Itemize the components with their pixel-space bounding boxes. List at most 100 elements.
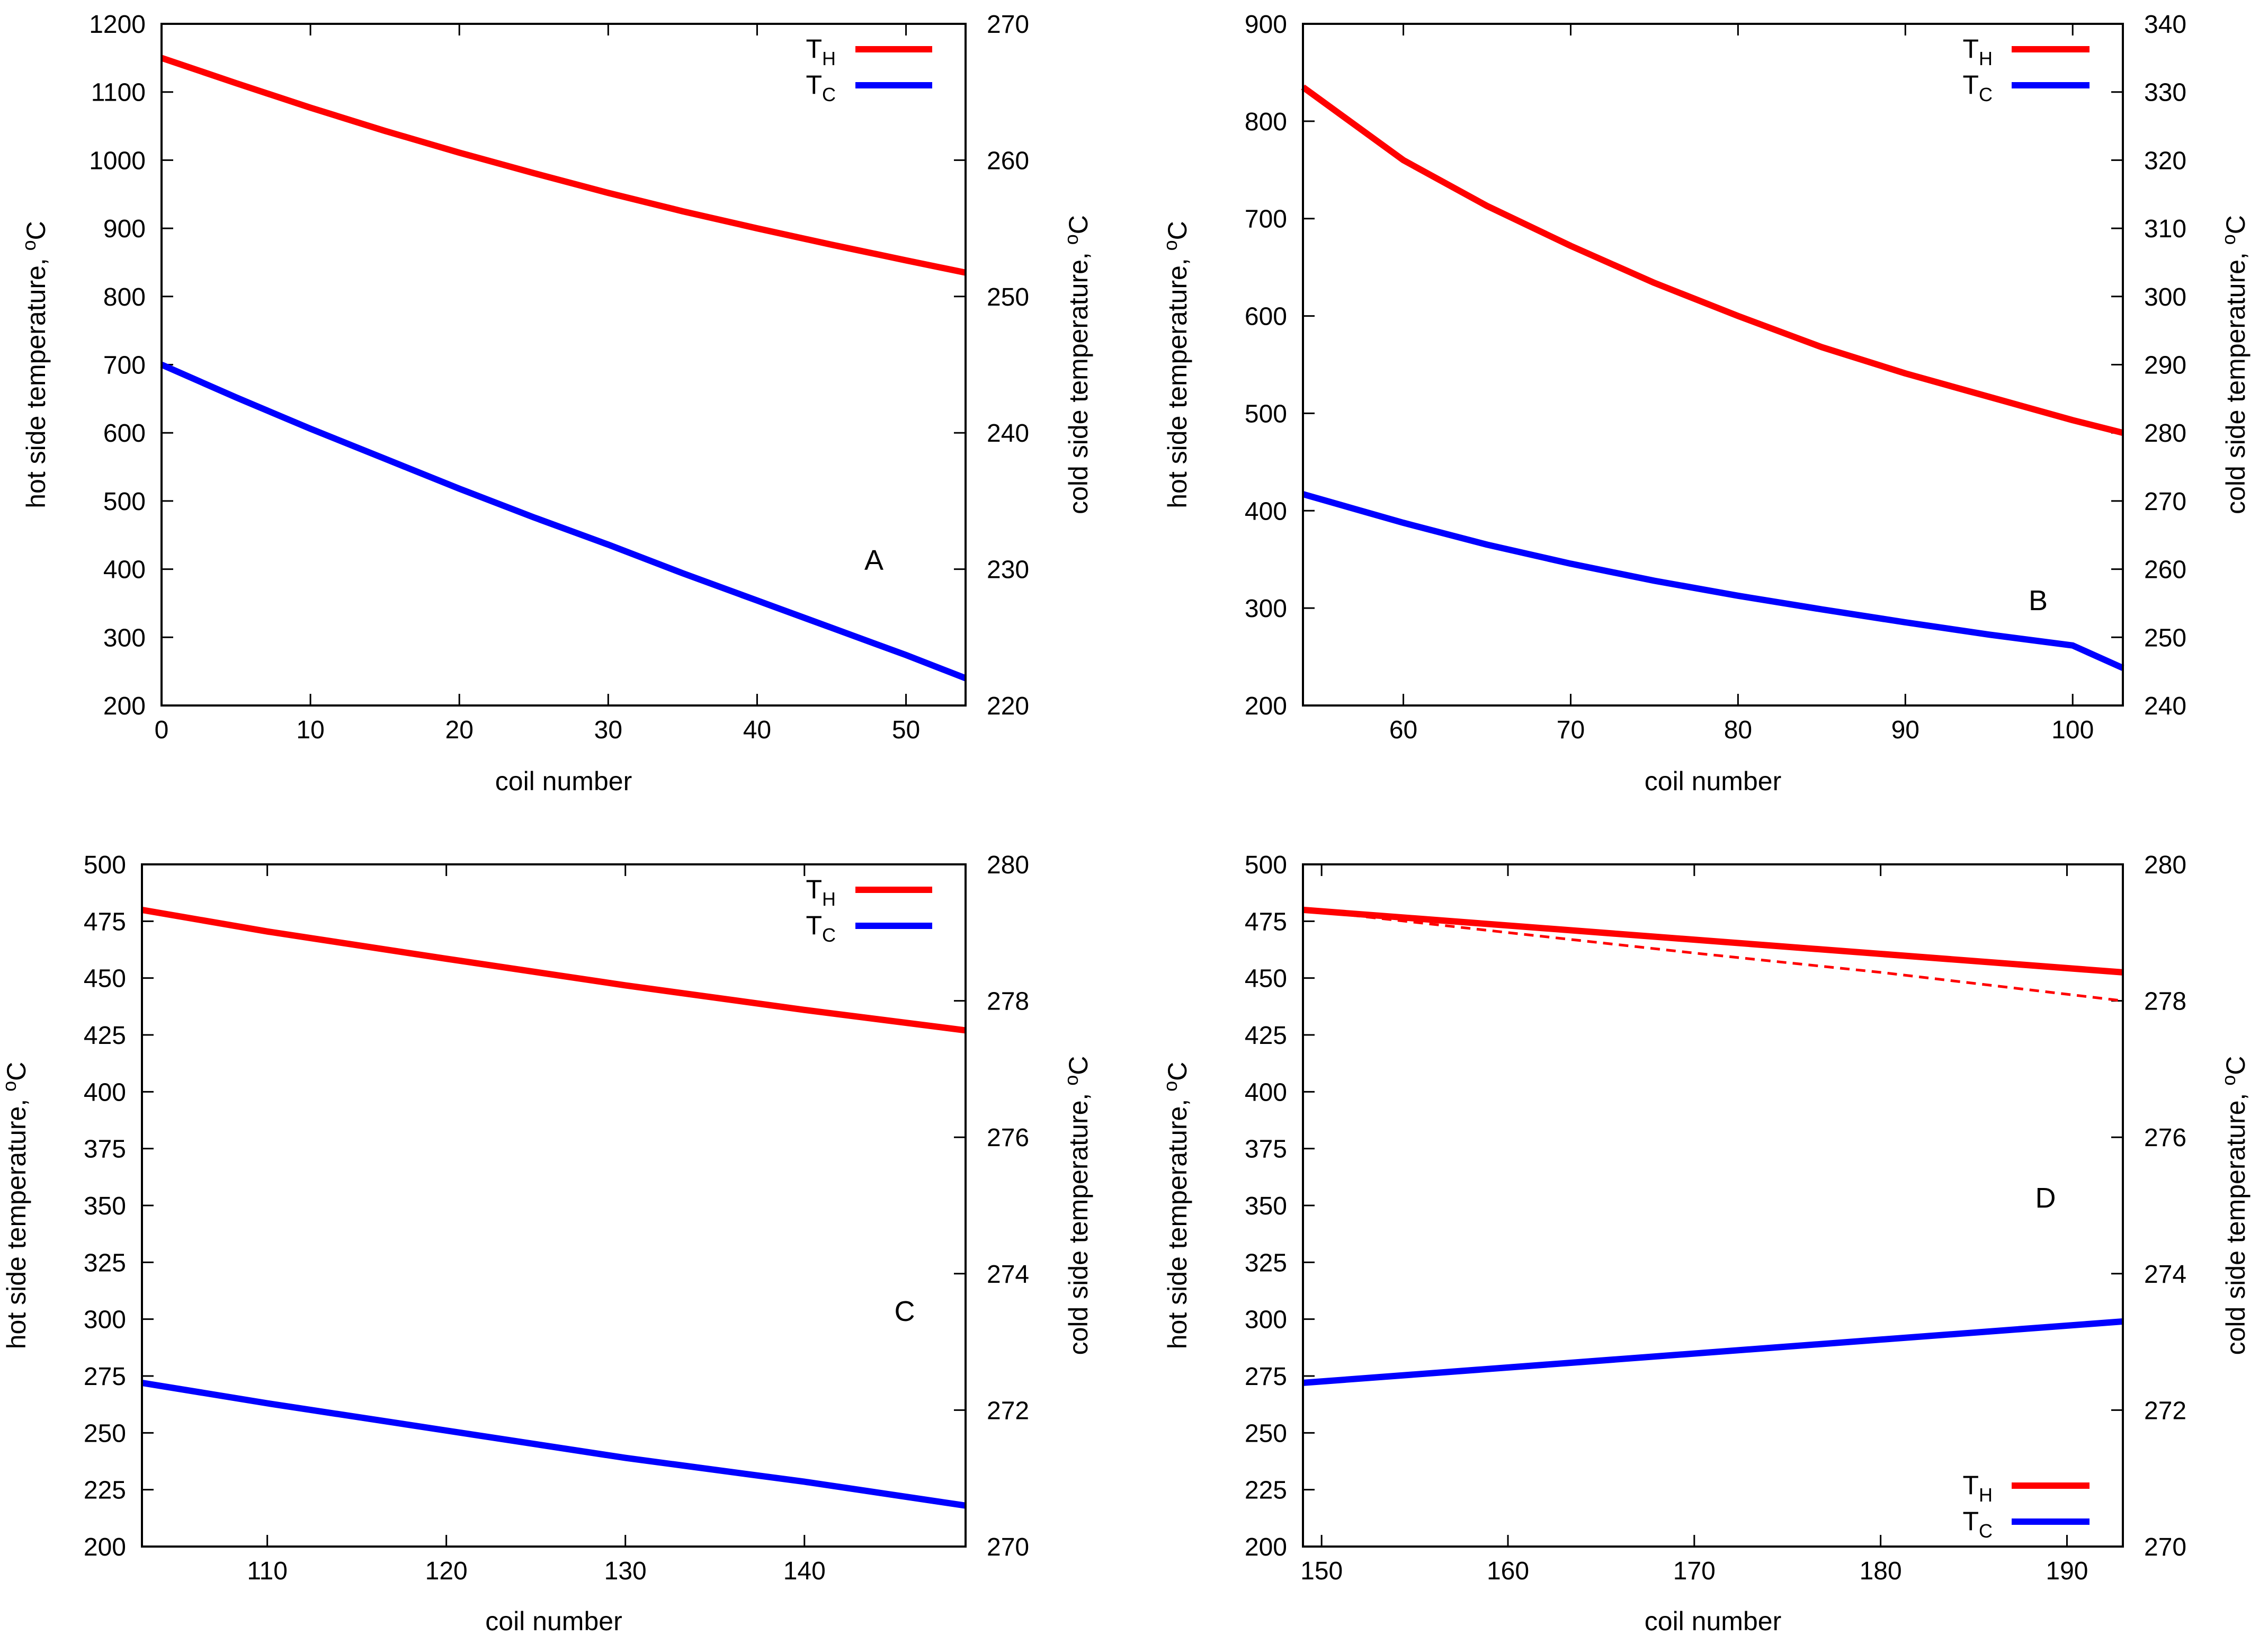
- y-tick-label: 400: [103, 556, 146, 584]
- y-tick-label: 200: [1245, 1533, 1287, 1561]
- y2-axis-title: cold side temperature, oC: [1060, 215, 1093, 514]
- y-axis-title-text: hot side temperature,: [21, 251, 51, 508]
- y2-tick-label: 280: [2144, 851, 2186, 879]
- y2-axis-title: cold side temperature, oC: [2218, 1056, 2251, 1355]
- y2-tick-label: 270: [2144, 488, 2186, 516]
- legend-label: TC: [806, 910, 836, 946]
- y2-axis-title: cold side temperature, oC: [2218, 215, 2251, 514]
- y-tick-label: 1000: [89, 147, 146, 175]
- y-tick-label: 350: [84, 1192, 126, 1220]
- y-axis-title-degree-sup: o: [0, 1081, 20, 1092]
- y-tick-label: 500: [103, 488, 146, 516]
- series-th-line: [141, 906, 966, 1034]
- y-tick-label: 700: [1245, 206, 1287, 234]
- y2-axis-title-unit: C: [2221, 215, 2251, 234]
- y2-axis-title-text: cold side temperature,: [2221, 245, 2251, 514]
- x-tick-label: 170: [1673, 1557, 1716, 1585]
- x-tick-label: 110: [247, 1557, 288, 1585]
- y2-tick-label: 260: [987, 147, 1029, 175]
- x-tick-label: 20: [445, 716, 474, 744]
- y-tick-label: 500: [84, 851, 126, 879]
- y-axis-title-unit: C: [2, 1062, 31, 1081]
- y-tick-label: 275: [84, 1363, 126, 1391]
- series-tc-line: [160, 362, 967, 682]
- x-tick-label: 70: [1557, 716, 1585, 744]
- y2-axis-title-text: cold side temperature,: [2221, 1086, 2251, 1355]
- plot-frame: [1302, 23, 2124, 707]
- legend-label-sub: C: [822, 924, 836, 946]
- y2-tick-label: 280: [987, 851, 1029, 879]
- y-tick-label: 400: [84, 1078, 126, 1106]
- y2-tick-label: 250: [2144, 624, 2186, 652]
- panel-b: 60 70 80 90 100 200 300 400 500 600 700 800 900 240 25…: [1159, 11, 2251, 796]
- panel-d: 150 160 170 180 190 200 225 250 275 300 325 350 375 4…: [1159, 851, 2251, 1635]
- plot-frame: [160, 23, 967, 707]
- y-tick-label: 1200: [89, 11, 146, 39]
- y-tick-label: 250: [84, 1419, 126, 1448]
- y-tick-label: 400: [1245, 1078, 1287, 1106]
- panel-letter: D: [2035, 1182, 2056, 1214]
- y2-axis-title-unit: C: [2221, 1056, 2251, 1075]
- y-axis-title-text: hot side temperature,: [1163, 251, 1192, 508]
- y-tick-label: 475: [84, 908, 126, 936]
- series-tc-line: [1302, 1318, 2123, 1386]
- y-tick-label: 200: [84, 1533, 126, 1561]
- legend-label-main: T: [806, 70, 822, 100]
- legend-label: TC: [1962, 70, 1993, 105]
- y2-tick-label: 240: [2144, 692, 2186, 720]
- y2-tick-label: 240: [987, 419, 1029, 448]
- y2-tick-label: 220: [987, 692, 1029, 720]
- y-axis-title-text: hot side temperature,: [1163, 1092, 1192, 1349]
- y-tick-label: 300: [103, 624, 146, 652]
- y2-tick-label: 290: [2144, 352, 2186, 380]
- series-tc-line: [141, 1379, 966, 1509]
- legend-label-sub: H: [1979, 48, 1993, 69]
- y2-tick-label: 310: [2144, 215, 2186, 243]
- y-tick-label: 450: [1245, 965, 1287, 993]
- y2-tick-label: 278: [987, 988, 1029, 1016]
- legend-label-main: T: [1962, 1506, 1979, 1536]
- y-tick-label: 275: [1245, 1363, 1287, 1391]
- x-tick-label: 190: [2046, 1557, 2088, 1585]
- y-tick-label: 500: [1245, 400, 1287, 428]
- y-tick-label: 325: [1245, 1249, 1287, 1277]
- x-tick-label: 100: [2051, 716, 2094, 744]
- y2-axis-title-degree-sup: o: [2218, 234, 2239, 245]
- y-tick-label: 600: [103, 419, 146, 448]
- y-tick-label: 425: [1245, 1022, 1287, 1050]
- y-tick-label: 450: [84, 965, 126, 993]
- y-axis-title-degree-sup: o: [18, 240, 40, 251]
- x-tick-label: 40: [743, 716, 771, 744]
- y-axis-title-unit: C: [21, 221, 51, 240]
- y-tick-label: 500: [1245, 851, 1287, 879]
- series-th-line: [160, 55, 967, 276]
- y2-tick-label: 300: [2144, 283, 2186, 311]
- y-axis-title-text: hot side temperature,: [2, 1092, 31, 1349]
- x-tick-label: 120: [425, 1557, 468, 1585]
- x-tick-label: 0: [155, 716, 169, 744]
- legend-label-sub: H: [822, 888, 836, 910]
- y-tick-label: 900: [103, 215, 146, 243]
- y2-tick-label: 260: [2144, 556, 2186, 584]
- x-axis-title: coil number: [1645, 766, 1781, 796]
- y-tick-label: 700: [103, 352, 146, 380]
- y-tick-label: 475: [1245, 908, 1287, 936]
- y2-tick-label: 270: [987, 11, 1029, 39]
- y2-tick-label: 278: [2144, 988, 2186, 1016]
- x-tick-label: 80: [1724, 716, 1752, 744]
- x-tick-label: 10: [296, 716, 324, 744]
- series-th-line: [1302, 906, 2123, 976]
- y2-tick-label: 250: [987, 283, 1029, 311]
- y-tick-label: 350: [1245, 1192, 1287, 1220]
- y-tick-label: 300: [1245, 595, 1287, 623]
- y2-tick-label: 230: [987, 556, 1029, 584]
- y-tick-label: 300: [1245, 1306, 1287, 1334]
- y2-axis-title-unit: C: [1064, 215, 1093, 234]
- y2-axis-title-degree-sup: o: [1060, 234, 1082, 245]
- y-axis-title-unit: C: [1163, 1062, 1192, 1081]
- legend-label-sub: C: [1979, 84, 1993, 105]
